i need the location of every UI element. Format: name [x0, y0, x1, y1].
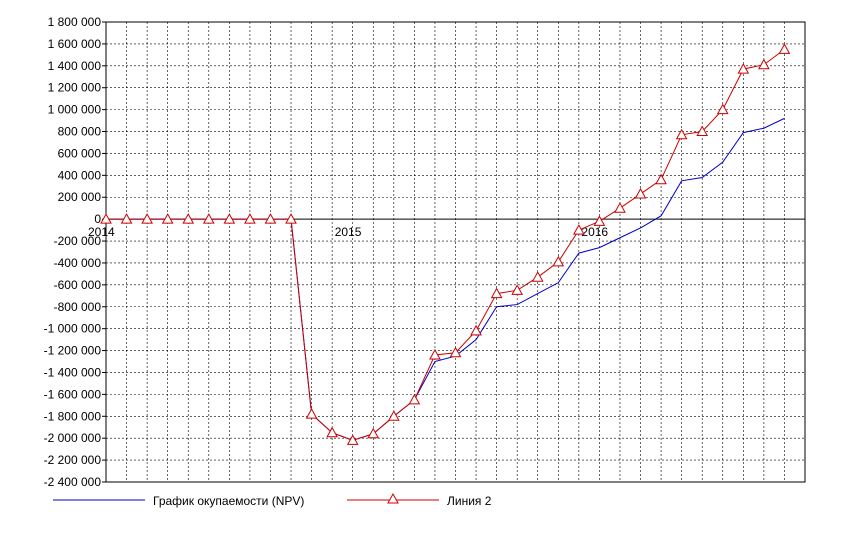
y-tick-label: 600 000: [58, 146, 102, 160]
line2-point-marker: [202, 213, 215, 224]
y-tick-label: 800 000: [58, 125, 102, 139]
line2-point-marker: [737, 63, 750, 74]
y-tick-label: -1 200 000: [44, 344, 102, 358]
legend-line2-label: Линия 2: [447, 494, 492, 508]
line2-point-marker: [470, 324, 482, 336]
x-tick-labels: 2014 2015 2016: [88, 225, 608, 239]
line2-point-marker: [408, 393, 421, 405]
y-tick-label: 0: [94, 212, 101, 226]
line2-point-marker: [161, 213, 174, 224]
line2-point-marker: [531, 271, 544, 282]
x-tick-label: 2015: [335, 225, 362, 239]
y-tick-label: 1 000 000: [48, 103, 102, 117]
line2-point-marker: [449, 346, 462, 358]
y-tick-label: -400 000: [54, 256, 102, 270]
y-tick-label: 1 200 000: [48, 81, 102, 95]
line2-series-line: [106, 48, 785, 441]
y-tick-label: 400 000: [58, 168, 102, 182]
legend: График окупаемости (NPV) Линия 2: [53, 492, 492, 508]
line2-point-marker: [387, 410, 400, 421]
line2-point-marker: [120, 213, 133, 224]
series-markers: [100, 43, 791, 445]
y-tick-label: 1 400 000: [48, 59, 102, 73]
series-lines: [106, 48, 785, 441]
line2-point-marker: [305, 408, 318, 419]
line2-point-marker: [552, 255, 565, 267]
y-tick-label: 1 600 000: [48, 37, 102, 51]
y-tick-label: -2 000 000: [44, 431, 102, 445]
line2-point-marker: [634, 187, 647, 199]
y-tick-label: 200 000: [58, 190, 102, 204]
y-tick-label: -1 400 000: [44, 365, 102, 379]
y-tick-label: -1 600 000: [44, 387, 102, 401]
y-tick-label: -800 000: [54, 300, 102, 314]
line2-point-marker: [511, 284, 524, 295]
line2-point-marker: [346, 434, 359, 445]
y-tick-label: -600 000: [54, 278, 102, 292]
line2-point-marker: [223, 213, 236, 224]
line2-point-marker: [244, 213, 256, 224]
line2-point-marker: [326, 426, 338, 438]
line2-point-marker: [141, 213, 153, 224]
line2-point-marker: [655, 173, 667, 185]
y-tick-label: 1 800 000: [48, 15, 102, 29]
y-tick-labels: 1 800 000 1 600 000 1 400 000 1 200 000 1 00…: [44, 15, 106, 489]
line2-point-marker: [614, 202, 626, 213]
y-tick-label: -200 000: [54, 234, 102, 248]
line2-point-marker: [778, 43, 791, 54]
line2-point-marker: [490, 287, 503, 299]
legend-line2-marker: [387, 492, 399, 504]
line2-point-marker: [264, 213, 277, 224]
y-tick-label: -2 200 000: [44, 453, 102, 467]
line2-point-marker: [758, 58, 770, 70]
y-tick-label: -1 800 000: [44, 409, 102, 423]
legend-npv-label: График окупаемости (NPV): [153, 494, 304, 508]
line2-point-marker: [367, 427, 380, 439]
x-tick-label: 2016: [581, 225, 608, 239]
line2-point-marker: [696, 125, 709, 137]
line2-point-marker: [100, 213, 112, 224]
line2-point-marker: [675, 128, 688, 140]
y-tick-label: -2 400 000: [44, 475, 102, 489]
line2-point-marker: [593, 215, 606, 226]
line2-point-marker: [429, 348, 441, 360]
line2-point-marker: [573, 224, 585, 235]
line2-point-marker: [182, 213, 195, 224]
y-tick-label: -1 000 000: [44, 322, 102, 336]
line2-point-marker: [716, 103, 729, 115]
line2-point-marker: [285, 213, 297, 224]
x-tick-label: 2014: [88, 225, 115, 239]
